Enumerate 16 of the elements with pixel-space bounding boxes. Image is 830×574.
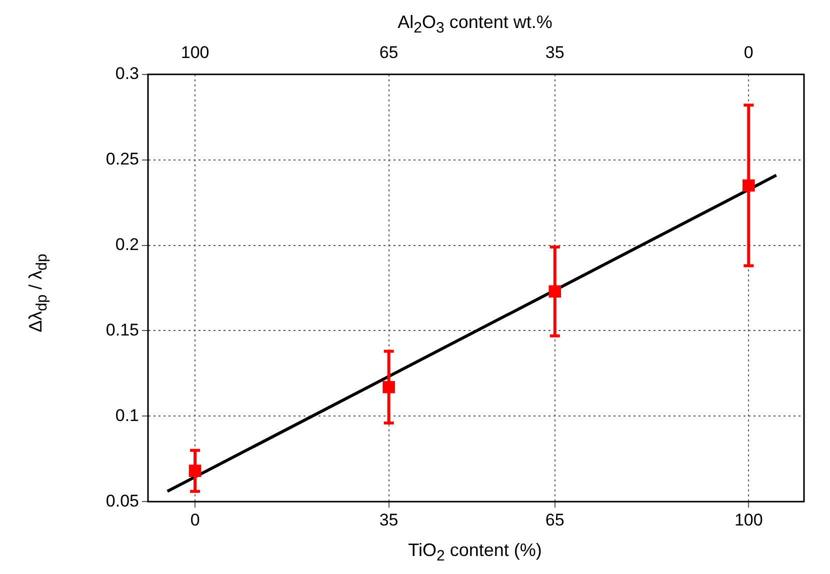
x2-tick-label: 35 — [545, 42, 564, 62]
y-tick-label: 0.25 — [106, 150, 139, 169]
y-tick-label: 0.1 — [115, 406, 139, 425]
x-tick-label: 100 — [734, 510, 763, 530]
y-tick-label: 0.3 — [115, 64, 139, 84]
x2-tick-label: 100 — [180, 42, 210, 62]
x-axis-title: TiO$_{2}$ content (%) — [408, 540, 542, 565]
y-tick-label: 0.05 — [106, 491, 139, 510]
x-tick-label: 0 — [190, 510, 200, 530]
y-tick-label: 0.15 — [106, 320, 139, 340]
x-tick-label: 65 — [545, 510, 564, 530]
x2-axis-title: Al$_{2}$O$_{3}$ content wt.% — [398, 12, 552, 37]
x-tick-label: 35 — [379, 510, 398, 530]
y-tick-label: 0.2 — [115, 234, 139, 254]
x2-tick-label: 0 — [744, 42, 754, 62]
x2-tick-label: 65 — [379, 42, 398, 62]
